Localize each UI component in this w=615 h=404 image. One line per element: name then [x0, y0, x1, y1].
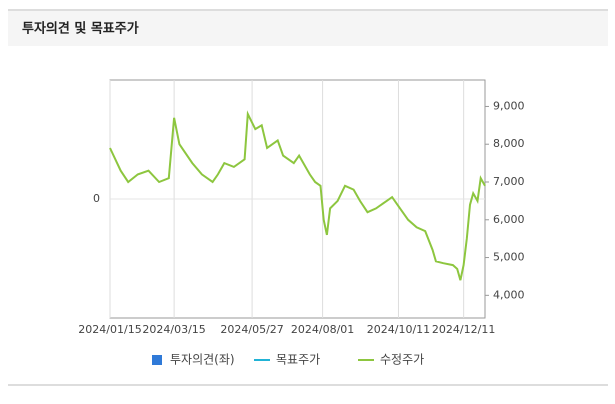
y2-tick-label: 9,000: [493, 99, 525, 112]
x-tick-label: 2024/01/15: [78, 323, 141, 336]
legend-label: 수정주가: [380, 353, 424, 367]
x-tick-label: 2024/12/11: [432, 323, 495, 336]
legend-label: 목표주가: [276, 353, 320, 367]
price-line: [109, 110, 486, 281]
legend-marker: [152, 355, 162, 365]
x-tick-label: 2024/03/15: [142, 323, 205, 336]
y2-tick-label: 6,000: [493, 213, 525, 226]
y-tick-label: 0: [93, 192, 100, 205]
y2-tick-label: 8,000: [493, 137, 525, 150]
x-tick-label: 2024/10/11: [367, 323, 430, 336]
x-tick-label: 2024/08/01: [291, 323, 354, 336]
y2-tick-label: 5,000: [493, 251, 525, 264]
header-bar: [8, 11, 608, 46]
legend-label: 투자의견(좌): [170, 353, 235, 367]
header-title: 투자의견 및 목표주가: [22, 21, 139, 37]
y2-tick-label: 4,000: [493, 288, 525, 301]
y2-tick-label: 7,000: [493, 175, 525, 188]
x-tick-label: 2024/05/27: [220, 323, 283, 336]
